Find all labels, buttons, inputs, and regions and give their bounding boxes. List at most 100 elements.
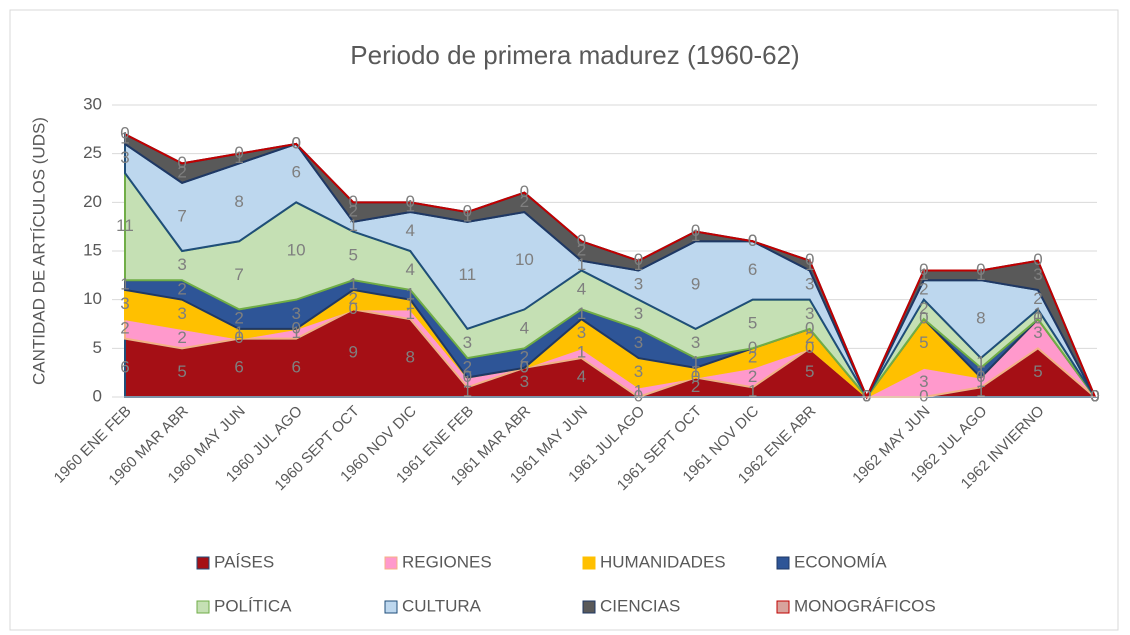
y-tick-label: 15 <box>83 240 102 259</box>
data-label: 1 <box>577 255 586 274</box>
data-label: 0 <box>862 386 871 405</box>
data-label: 1 <box>805 255 814 274</box>
legend-label: PAÍSES <box>214 552 274 571</box>
data-label: 3 <box>805 304 814 323</box>
data-label: 1 <box>1033 304 1042 323</box>
data-label: 1 <box>634 382 643 401</box>
y-tick-label: 10 <box>83 289 102 308</box>
data-label: 0 <box>1033 309 1042 328</box>
legend-swatch <box>582 600 596 614</box>
data-label: 2 <box>805 328 814 347</box>
data-label: 5 <box>1033 362 1042 381</box>
data-label: 5 <box>177 362 186 381</box>
data-label: 0 <box>691 367 700 386</box>
data-label: 1 <box>406 284 415 303</box>
data-label: 2 <box>577 240 586 259</box>
data-label: 4 <box>520 318 529 337</box>
data-label: 0 <box>1090 386 1099 405</box>
data-label: 0 <box>805 250 814 269</box>
data-label: 11 <box>459 265 477 284</box>
legend-swatch <box>582 556 596 570</box>
data-label: 0 <box>463 202 472 221</box>
data-label: 2 <box>691 377 700 396</box>
data-label: 5 <box>748 313 757 332</box>
data-label: 0 <box>634 386 643 405</box>
data-label: 7 <box>177 206 186 225</box>
data-label: 0 <box>691 221 700 240</box>
data-label: 3 <box>1033 265 1042 284</box>
data-label: 0 <box>1090 386 1099 405</box>
data-label: 0 <box>1090 386 1099 405</box>
data-label: 3 <box>919 372 928 391</box>
data-label: 2 <box>919 279 928 298</box>
data-label: 1 <box>463 206 472 225</box>
data-label: 1 <box>691 352 700 371</box>
data-label: 5 <box>919 333 928 352</box>
data-label: 0 <box>1090 386 1099 405</box>
data-label: 0 <box>976 367 985 386</box>
legend-swatch <box>384 556 398 570</box>
data-label: 3 <box>634 304 643 323</box>
data-label: 0 <box>862 386 871 405</box>
data-label: 0 <box>291 133 300 152</box>
data-label: 0 <box>406 192 415 211</box>
data-label: 0 <box>1090 386 1099 405</box>
legend-label: POLÍTICA <box>214 596 292 615</box>
data-label: 3 <box>177 255 186 274</box>
data-label: 7 <box>234 265 243 284</box>
data-label: 6 <box>120 357 129 376</box>
data-label: 3 <box>691 333 700 352</box>
data-label: 1 <box>748 382 757 401</box>
data-label: 0 <box>1033 250 1042 269</box>
legend-label: CULTURA <box>402 596 482 615</box>
data-label: 8 <box>406 348 415 367</box>
data-label: 1 <box>691 362 700 381</box>
legend-label: HUMANIDADES <box>600 552 726 571</box>
data-label: 0 <box>349 192 358 211</box>
data-label: 2 <box>1033 289 1042 308</box>
data-label: 1 <box>234 148 243 167</box>
legend-swatch <box>384 600 398 614</box>
data-label: 0 <box>919 260 928 279</box>
data-label: 1 <box>463 382 472 401</box>
data-label: 0 <box>748 231 757 250</box>
data-label: 0 <box>862 386 871 405</box>
data-label: 0 <box>291 133 300 152</box>
data-label: 0 <box>862 386 871 405</box>
y-tick-label: 0 <box>93 386 102 405</box>
legend-swatch <box>196 600 210 614</box>
data-label: 1 <box>406 294 415 313</box>
data-label: 10 <box>515 250 534 269</box>
data-label: 3 <box>120 148 129 167</box>
data-label: 0 <box>577 231 586 250</box>
data-label: 0 <box>748 338 757 357</box>
data-label: 0 <box>862 386 871 405</box>
data-label: 0 <box>520 357 529 376</box>
data-label: 2 <box>748 348 757 367</box>
data-label: 3 <box>1033 323 1042 342</box>
data-label: 0 <box>919 309 928 328</box>
legend-label: CIENCIAS <box>600 596 680 615</box>
data-label: 2 <box>748 367 757 386</box>
data-label: 3 <box>805 275 814 294</box>
data-label: 0 <box>634 250 643 269</box>
data-label: 0 <box>1090 386 1099 405</box>
data-label: 5 <box>805 362 814 381</box>
data-label: 1 <box>976 352 985 371</box>
data-label: 3 <box>634 333 643 352</box>
data-label: 2 <box>177 163 186 182</box>
data-label: 4 <box>406 260 415 279</box>
legend-swatch <box>776 600 790 614</box>
data-label: 0 <box>805 338 814 357</box>
data-label: 1 <box>349 275 358 294</box>
data-label: 3 <box>177 304 186 323</box>
data-label: 0 <box>862 386 871 405</box>
data-label: 0 <box>1090 386 1099 405</box>
data-label: 3 <box>634 362 643 381</box>
data-label: 0 <box>1033 309 1042 328</box>
legend-label: ECONOMÍA <box>794 552 887 571</box>
data-label: 9 <box>691 275 700 294</box>
data-label: 0 <box>349 299 358 318</box>
data-label: 0 <box>805 318 814 337</box>
